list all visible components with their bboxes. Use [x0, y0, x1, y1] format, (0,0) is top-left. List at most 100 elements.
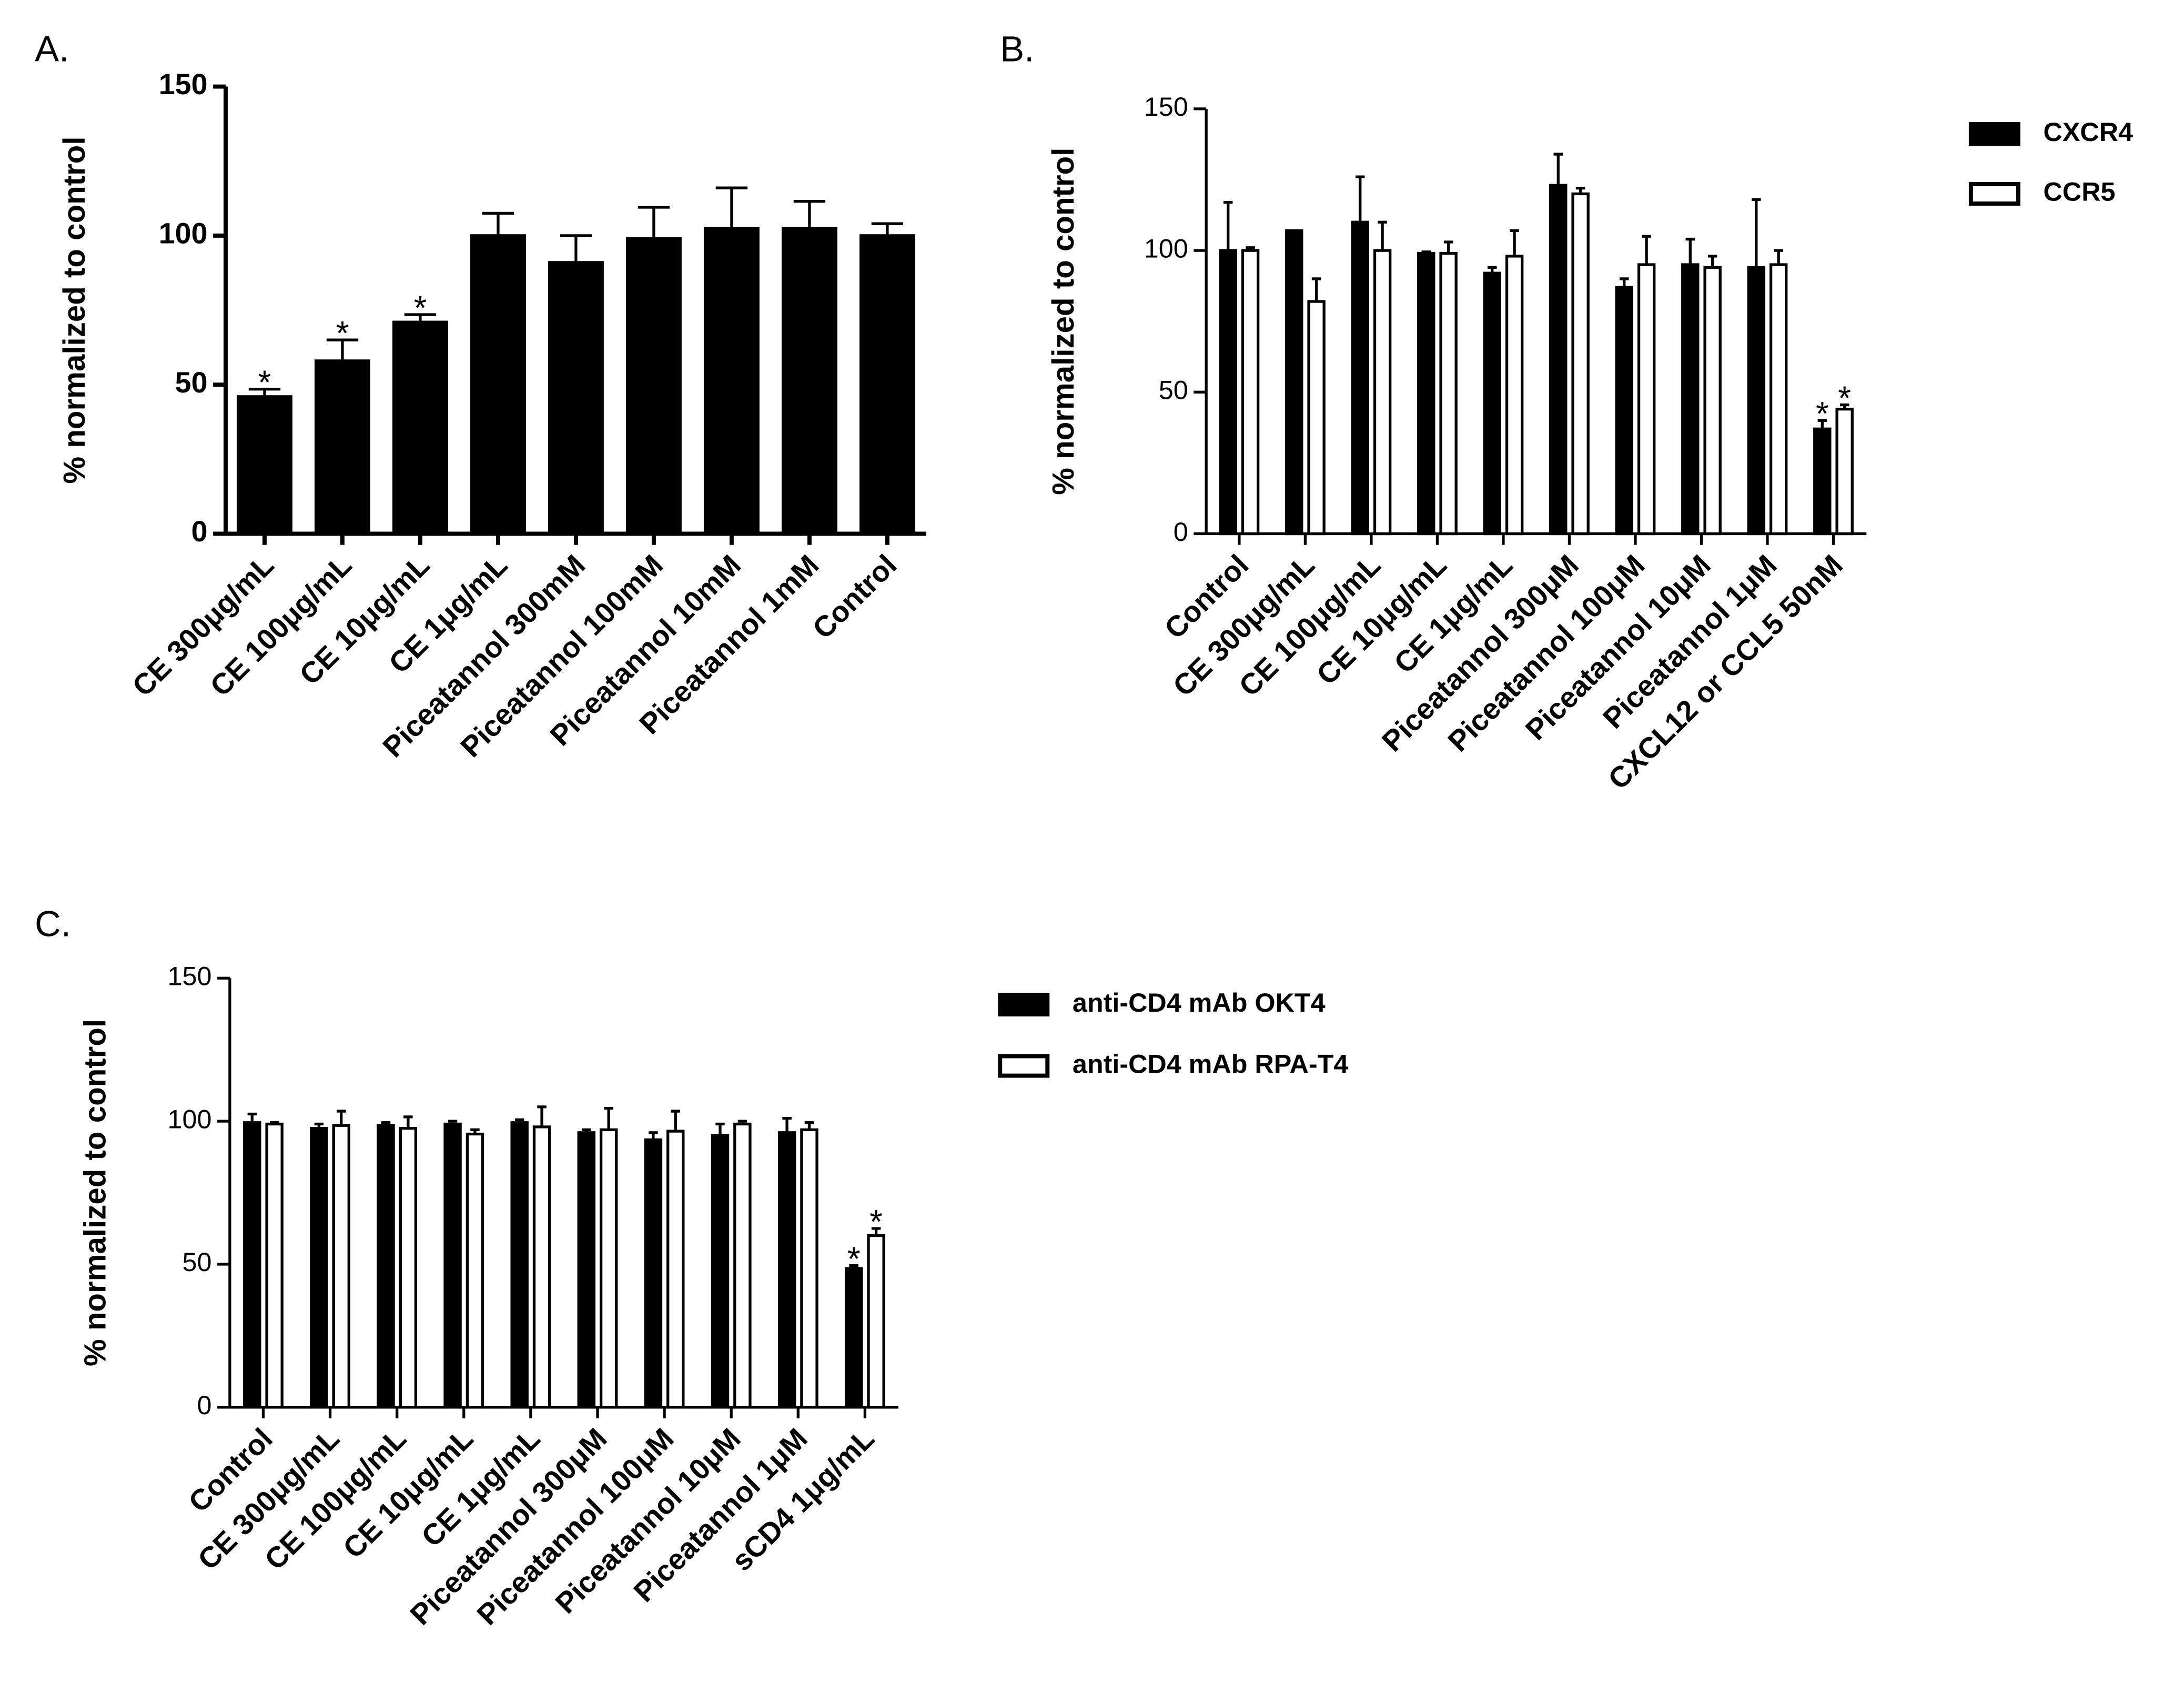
bar	[625, 237, 682, 536]
error-bar	[326, 338, 359, 361]
bar	[1549, 184, 1568, 536]
bar	[666, 1130, 685, 1409]
bar	[781, 227, 837, 536]
bar	[777, 1131, 796, 1409]
bar	[1417, 251, 1435, 536]
error-bar	[1378, 220, 1387, 251]
legend-swatch	[998, 1054, 1050, 1078]
bar	[733, 1122, 752, 1409]
error-bar	[793, 200, 826, 228]
error-bar	[1443, 240, 1453, 254]
significance-mark: *	[336, 315, 349, 352]
bar	[1439, 251, 1458, 536]
error-bar	[1774, 249, 1783, 265]
significance-mark: *	[869, 1203, 883, 1241]
error-bar	[1752, 198, 1761, 268]
bar	[1219, 249, 1237, 536]
bar	[532, 1125, 551, 1409]
bar	[859, 234, 915, 536]
y-axis-label: % normalized to control	[78, 1019, 113, 1366]
x-tick-label: Control	[806, 549, 903, 646]
bar	[1483, 271, 1501, 536]
bar	[510, 1121, 529, 1409]
y-tick-label: 50	[183, 1247, 212, 1277]
bar	[1241, 249, 1260, 536]
bar	[1615, 286, 1633, 536]
panel-label: C.	[35, 903, 71, 944]
bar	[466, 1132, 484, 1409]
bar	[867, 1234, 885, 1409]
bar	[800, 1128, 818, 1409]
y-tick-label: 100	[168, 1104, 212, 1134]
y-axis-label: % normalized to control	[57, 136, 92, 483]
bar	[265, 1122, 284, 1409]
error-bar	[715, 1122, 725, 1136]
y-tick-label: 0	[197, 1390, 212, 1420]
error-bar	[671, 1110, 680, 1132]
error-bar	[560, 234, 592, 263]
error-bar	[715, 186, 748, 228]
significance-mark: *	[258, 364, 271, 401]
legend-swatch	[998, 993, 1050, 1017]
error-bar	[1642, 235, 1651, 265]
bar	[1571, 192, 1590, 536]
error-bar	[1620, 277, 1629, 288]
bar	[1681, 263, 1700, 536]
y-tick-label: 50	[175, 366, 208, 399]
error-bar	[1707, 255, 1717, 268]
bar	[1747, 266, 1766, 536]
y-tick-label: 100	[1144, 233, 1188, 263]
significance-mark: *	[1816, 395, 1829, 432]
y-axis-label: % normalized to control	[1046, 148, 1080, 495]
error-bar	[1510, 229, 1519, 256]
y-tick-label: 100	[159, 217, 208, 250]
bar	[399, 1127, 418, 1409]
bar	[711, 1134, 730, 1409]
legend-label: anti-CD4 mAb OKT4	[1073, 987, 1326, 1017]
error-bar	[604, 1106, 613, 1130]
bar	[1637, 263, 1656, 536]
error-bar	[403, 1115, 413, 1128]
error-bar	[1355, 175, 1365, 223]
bar	[1373, 249, 1392, 536]
bar	[470, 234, 526, 536]
bar	[392, 320, 448, 536]
y-tick-label: 50	[1159, 375, 1188, 405]
bar	[577, 1131, 596, 1409]
y-tick-label: 0	[1174, 517, 1188, 547]
bar	[243, 1121, 261, 1409]
bar	[377, 1124, 395, 1409]
panel-label: B.	[1000, 29, 1034, 69]
bar	[332, 1124, 350, 1409]
y-tick-label: 150	[1144, 92, 1188, 122]
error-bar	[337, 1110, 346, 1126]
error-bar	[247, 1112, 257, 1123]
bar	[310, 1127, 328, 1409]
error-bar	[638, 206, 670, 239]
legend-label: anti-CD4 mAb RPA-T4	[1073, 1049, 1348, 1079]
bar	[237, 395, 292, 536]
error-bar	[1223, 200, 1233, 251]
legend-swatch	[1968, 182, 2020, 206]
error-bar	[537, 1105, 547, 1127]
bar	[1351, 220, 1369, 536]
legend-label: CXCR4	[2044, 117, 2134, 147]
bar	[1703, 266, 1722, 536]
bar	[1505, 255, 1524, 536]
panel-label: A.	[35, 29, 69, 69]
error-bar	[1553, 153, 1563, 186]
error-bar	[871, 222, 904, 236]
bar	[1285, 229, 1303, 536]
error-bar	[782, 1117, 792, 1133]
bar	[548, 261, 604, 536]
bar	[443, 1122, 462, 1409]
y-tick-label: 0	[191, 515, 208, 548]
y-tick-label: 150	[168, 961, 212, 991]
bar	[314, 359, 370, 536]
bar	[1307, 300, 1326, 536]
y-tick-label: 150	[159, 68, 208, 100]
bar	[1835, 407, 1854, 536]
significance-mark: *	[1838, 379, 1851, 417]
bar	[644, 1138, 663, 1409]
